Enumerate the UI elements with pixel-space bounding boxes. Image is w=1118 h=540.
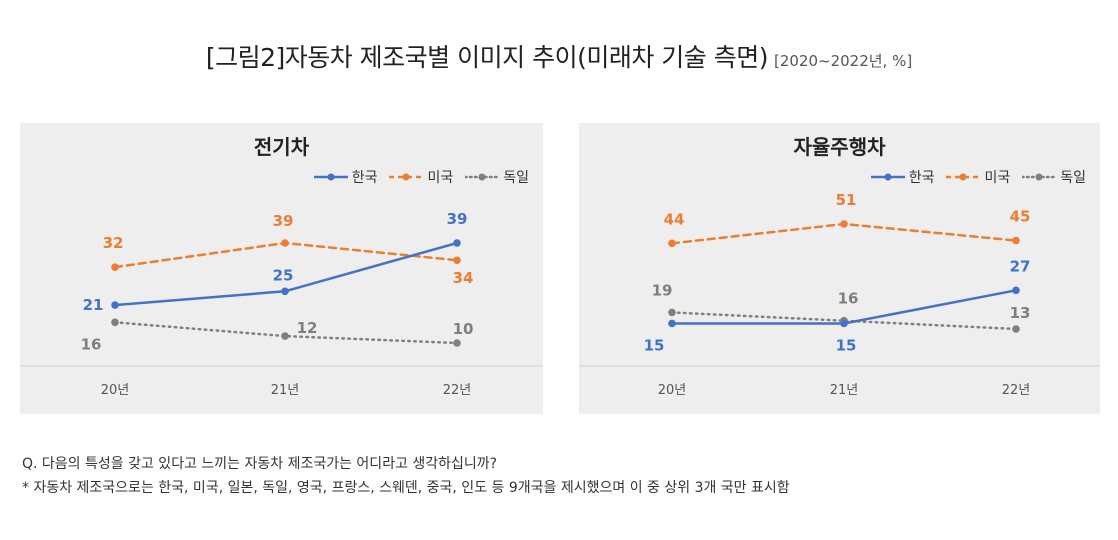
data-label-germany: 16 (838, 290, 859, 308)
data-label-usa: 34 (453, 269, 474, 287)
data-point-korea (111, 301, 119, 309)
data-label-usa: 45 (1010, 208, 1031, 226)
data-label-usa: 51 (836, 191, 857, 209)
chart-plot-ev: 20년 21년 22년 21 25 39 32 39 34 16 12 10 (20, 210, 543, 398)
legend-label-korea: 한국 (908, 170, 935, 186)
series-line-germany (670, 311, 1018, 331)
data-label-korea: 39 (447, 210, 468, 228)
survey-question: Q. 다음의 특성을 갖고 있다고 느끼는 자동차 제조국가는 어디라고 생각하… (22, 456, 498, 472)
legend-swatch-usa (946, 173, 981, 181)
data-point-usa (1012, 236, 1020, 245)
x-tick-label: 20년 (658, 383, 687, 398)
data-point-usa (840, 220, 848, 228)
data-point-usa (668, 239, 676, 248)
legend-swatch-germany (465, 173, 500, 181)
data-point-korea (453, 239, 461, 247)
legend-label-usa: 미국 (427, 170, 454, 186)
data-point-korea (840, 319, 848, 328)
chart-plot-av: 20년 21년 22년 15 15 27 44 51 45 19 16 13 (579, 191, 1100, 398)
x-tick-label: 21년 (830, 383, 859, 398)
data-point-germany (453, 339, 461, 347)
legend-item-korea: 한국 (870, 167, 935, 187)
legend-item-germany: 독일 (1022, 167, 1086, 187)
legend-swatch-korea (313, 173, 348, 181)
legend-label-korea: 한국 (351, 170, 378, 186)
data-label-usa: 44 (664, 210, 685, 228)
legend-item-usa: 미국 (389, 167, 453, 187)
legend-label-usa: 미국 (984, 170, 1011, 186)
legend-item-korea: 한국 (313, 167, 378, 187)
figure-title-unit: [2020~2022년, %] (773, 52, 913, 70)
legend-item-germany: 독일 (465, 167, 529, 187)
data-label-usa: 32 (103, 234, 124, 252)
data-point-korea (281, 287, 289, 296)
data-point-usa (453, 256, 461, 265)
data-point-germany (1012, 325, 1020, 333)
data-point-usa (281, 239, 289, 247)
chart-panel-av: 자율주행차 한국 미국 독일 20년 21년 22년 15 15 27 44 51 45 19 16… (579, 123, 1100, 414)
x-tick-label: 22년 (443, 383, 472, 398)
figure-title: [그림2]자동차 제조국별 이미지 추이(미래차 기술 측면) [2020~202… (0, 38, 1118, 74)
chart-title-ev: 전기차 (253, 135, 310, 159)
chart-legend-ev: 한국 미국 독일 (302, 167, 529, 187)
data-label-germany: 19 (652, 281, 673, 299)
data-point-korea (1012, 286, 1020, 295)
chart-legend-av: 한국 미국 독일 (859, 167, 1086, 187)
figure-title-main: [그림2]자동차 제조국별 이미지 추이(미래차 기술 측면) (205, 43, 769, 72)
data-label-korea: 21 (83, 296, 104, 314)
data-point-korea (668, 319, 676, 328)
legend-label-germany: 독일 (1060, 170, 1086, 186)
legend-item-usa: 미국 (946, 167, 1010, 187)
data-label-germany: 13 (1010, 304, 1031, 322)
legend-swatch-germany (1022, 173, 1057, 181)
data-point-germany (281, 332, 289, 340)
data-point-usa (111, 263, 119, 271)
data-label-korea: 15 (644, 336, 665, 354)
data-label-germany: 12 (297, 319, 318, 337)
data-label-korea: 25 (273, 266, 294, 284)
data-point-germany (111, 318, 119, 327)
chart-title-av: 자율주행차 (793, 135, 886, 159)
x-tick-label: 20년 (101, 383, 130, 398)
footnote: * 자동차 제조국으로는 한국, 미국, 일본, 독일, 영국, 프랑스, 스웨… (22, 480, 790, 496)
legend-swatch-usa (389, 173, 424, 181)
data-label-korea: 15 (836, 336, 857, 354)
data-label-germany: 16 (81, 335, 102, 353)
chart-panel-ev: 전기차 한국 미국 독일 20년 21년 22년 21 25 39 32 39 34 16 12 10 (20, 123, 543, 414)
data-point-germany (668, 308, 676, 317)
legend-label-germany: 독일 (503, 170, 529, 186)
data-label-usa: 39 (273, 212, 294, 230)
data-label-germany: 10 (453, 320, 474, 338)
x-tick-label: 21년 (271, 383, 300, 398)
x-tick-label: 22년 (1002, 383, 1031, 398)
legend-swatch-korea (870, 173, 905, 181)
footnotes: Q. 다음의 특성을 갖고 있다고 느끼는 자동차 제조국가는 어디라고 생각하… (22, 452, 790, 500)
data-label-korea: 27 (1010, 257, 1031, 275)
